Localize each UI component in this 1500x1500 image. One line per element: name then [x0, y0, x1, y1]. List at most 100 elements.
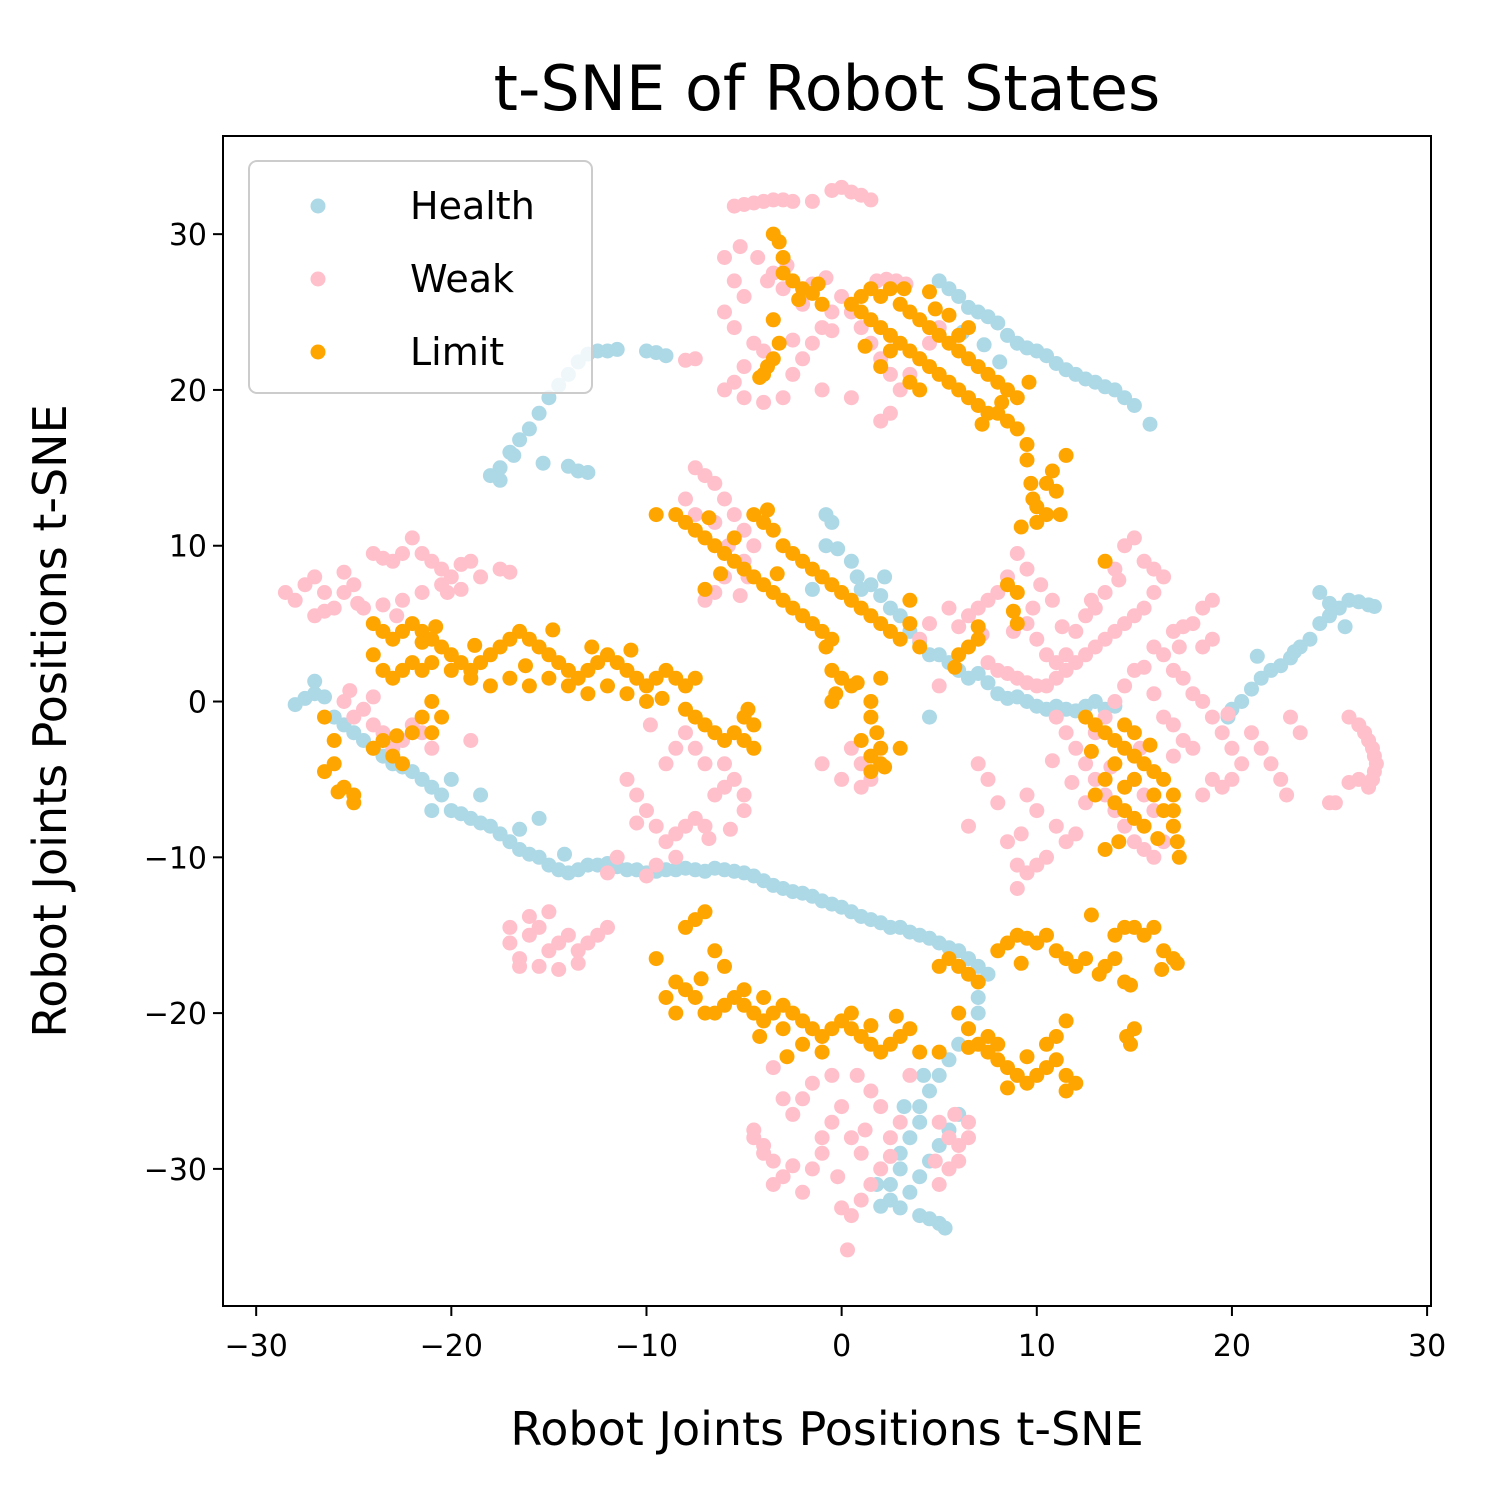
- data-point: [1048, 483, 1064, 499]
- data-point: [395, 756, 410, 772]
- data-point: [326, 756, 342, 772]
- data-point: [752, 1029, 768, 1044]
- data-point: [830, 541, 846, 557]
- x-axis-ticks: −30 −20 −10 0 10 20 30: [225, 1306, 1446, 1364]
- data-point: [1054, 619, 1070, 635]
- data-point: [1009, 585, 1025, 600]
- data-point: [453, 581, 469, 597]
- data-point: [541, 670, 557, 686]
- data-point: [912, 1169, 928, 1185]
- data-point: [736, 289, 752, 304]
- data-point: [1204, 709, 1220, 725]
- data-point: [976, 337, 992, 353]
- data-point: [775, 390, 791, 406]
- data-point: [1286, 644, 1302, 660]
- data-point: [931, 1067, 947, 1083]
- data-point: [795, 1091, 811, 1107]
- data-point: [1058, 447, 1074, 463]
- data-point: [888, 1008, 904, 1024]
- data-point: [980, 675, 996, 691]
- data-point: [1021, 374, 1037, 390]
- data-point: [869, 725, 885, 741]
- data-point: [1068, 1075, 1084, 1091]
- data-point: [902, 1067, 918, 1083]
- data-point: [863, 1177, 879, 1192]
- y-tick-label: 20: [169, 374, 207, 409]
- data-point: [736, 982, 752, 998]
- data-point: [317, 585, 332, 600]
- data-point: [961, 818, 976, 834]
- y-axis-ticks: −30 −20 −10 0 10 20 30: [144, 218, 223, 1188]
- data-point: [804, 193, 820, 209]
- data-point: [473, 569, 489, 585]
- data-point: [961, 608, 976, 624]
- data-point: [970, 974, 986, 990]
- data-point: [389, 608, 405, 624]
- data-point: [668, 849, 684, 865]
- data-point: [765, 1177, 781, 1192]
- data-point: [434, 709, 450, 725]
- data-point: [994, 394, 1010, 410]
- data-point: [853, 1192, 869, 1208]
- data-point: [746, 740, 762, 756]
- data-point: [951, 1153, 967, 1169]
- data-point: [639, 694, 654, 709]
- data-point: [785, 193, 801, 209]
- data-point: [970, 619, 986, 635]
- data-point: [1117, 678, 1133, 694]
- data-point: [1156, 771, 1172, 787]
- data-point: [970, 756, 986, 772]
- data-point: [1019, 1049, 1035, 1065]
- data-point: [902, 592, 918, 608]
- legend-marker-weak: [310, 271, 326, 287]
- data-point: [414, 709, 430, 725]
- data-point: [892, 1161, 908, 1177]
- data-point: [648, 507, 664, 523]
- data-point: [834, 771, 850, 787]
- data-point: [560, 678, 576, 694]
- data-point: [1083, 592, 1099, 608]
- legend-marker-health: [310, 198, 326, 214]
- data-point: [814, 756, 830, 772]
- x-tick-label: −10: [615, 1329, 678, 1364]
- data-point: [824, 694, 840, 709]
- data-point: [1117, 717, 1133, 733]
- data-point: [863, 192, 879, 208]
- data-point: [1244, 725, 1259, 741]
- data-point: [531, 810, 547, 826]
- data-point: [1322, 595, 1337, 611]
- data-point: [912, 639, 928, 655]
- data-point: [922, 709, 937, 725]
- data-point: [1195, 639, 1211, 655]
- data-point: [1185, 740, 1201, 756]
- data-point: [779, 1049, 795, 1065]
- data-point: [722, 821, 738, 837]
- data-point: [804, 1161, 820, 1177]
- data-point: [843, 1005, 859, 1021]
- data-point: [1117, 779, 1133, 795]
- data-point: [1111, 834, 1127, 850]
- data-point: [771, 234, 787, 250]
- data-point: [1068, 826, 1084, 842]
- data-point: [512, 432, 528, 448]
- data-point: [824, 1114, 840, 1130]
- data-point: [580, 465, 596, 480]
- data-point: [760, 273, 775, 289]
- data-point: [545, 622, 561, 638]
- data-point: [717, 382, 732, 398]
- data-point: [701, 510, 717, 526]
- data-point: [736, 390, 752, 406]
- data-point: [804, 1075, 820, 1091]
- data-point: [1169, 834, 1185, 850]
- data-point: [1165, 717, 1181, 733]
- series-health: [287, 273, 1382, 1236]
- data-point: [970, 631, 986, 647]
- data-point: [404, 725, 420, 741]
- data-point: [771, 335, 787, 351]
- data-point: [687, 990, 703, 1005]
- series-limit: [317, 226, 1187, 1099]
- data-point: [1142, 416, 1158, 432]
- data-point: [961, 1039, 976, 1055]
- data-point: [1083, 907, 1099, 923]
- data-point: [785, 366, 801, 382]
